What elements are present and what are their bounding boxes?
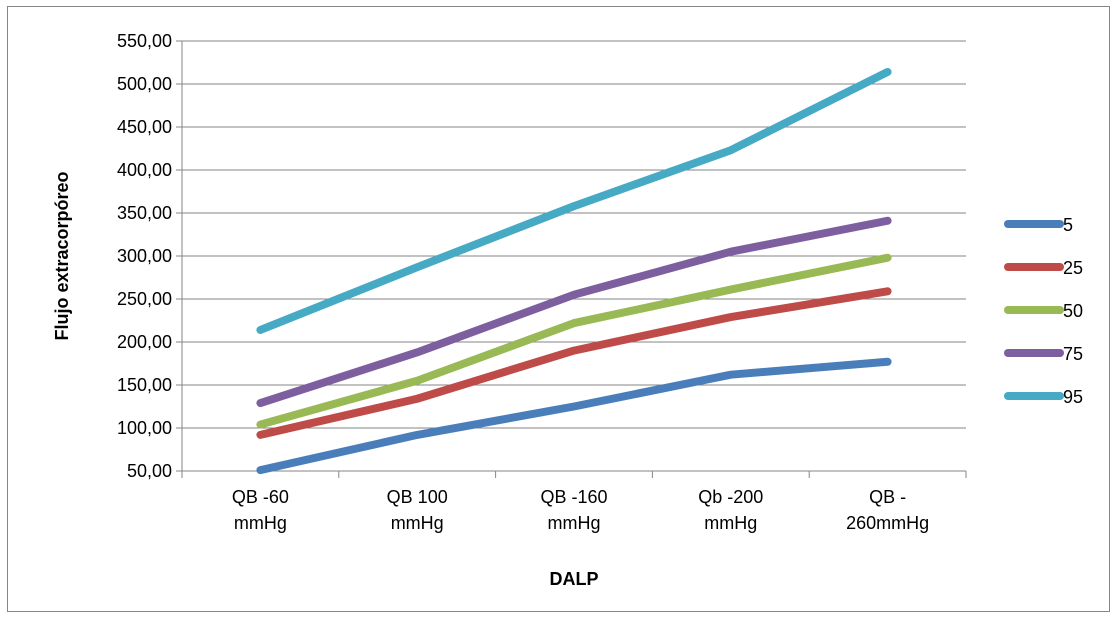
y-tick-label: 200,00 (117, 332, 172, 352)
x-tick-label: QB 100 mmHg (387, 487, 448, 533)
legend-label-95: 95 (1063, 387, 1083, 407)
legend-label-5: 5 (1063, 215, 1073, 235)
y-tick-label: 550,00 (117, 31, 172, 51)
series-lines (256, 67, 892, 475)
y-tick-label: 500,00 (117, 74, 172, 94)
legend-label-25: 25 (1063, 258, 1083, 278)
series-line-95 (256, 67, 892, 334)
x-tick-label: Qb -200 mmHg (698, 487, 763, 533)
y-tick-label: 250,00 (117, 289, 172, 309)
legend-label-50: 50 (1063, 301, 1083, 321)
y-tick-label: 400,00 (117, 160, 172, 180)
series-line-5 (256, 357, 892, 475)
y-tick-label: 350,00 (117, 203, 172, 223)
series-line-50 (256, 253, 892, 429)
y-tick-label: 300,00 (117, 246, 172, 266)
y-tick-label: 50,00 (127, 461, 172, 481)
x-tick-label: QB -260mmHg (846, 487, 929, 533)
legend: 5 25 50 75 95 (1004, 215, 1083, 407)
chart-frame (7, 6, 1110, 612)
x-tick-label: QB -160 mmHg (540, 487, 607, 533)
y-tick-label: 100,00 (117, 418, 172, 438)
legend-label-75: 75 (1063, 344, 1083, 364)
x-tick-label: QB -60 mmHg (232, 487, 289, 533)
y-tick-label: 450,00 (117, 117, 172, 137)
series-line-25 (256, 287, 892, 439)
x-axis-title: DALP (550, 569, 599, 589)
y-axis-title: Flujo extracorpóreo (52, 171, 72, 340)
series-line-75 (256, 216, 892, 408)
axes: 50,00 100,00 150,00 200,00 250,00 300,00 350,0… (117, 31, 967, 533)
y-tick-label: 150,00 (117, 375, 172, 395)
